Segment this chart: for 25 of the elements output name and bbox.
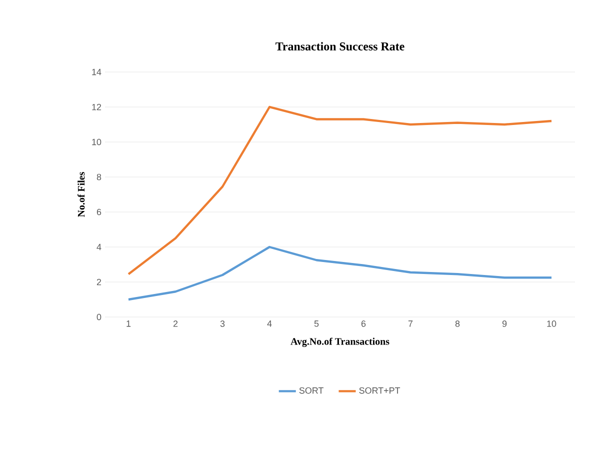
y-tick-label: 10 xyxy=(92,138,102,146)
x-tick-label: 4 xyxy=(267,320,272,327)
x-tick-label: 7 xyxy=(408,320,413,327)
x-tick-label: 1 xyxy=(126,320,131,327)
x-tick-label: 3 xyxy=(220,320,225,327)
x-tick-label: 5 xyxy=(314,320,319,327)
y-tick-label: 0 xyxy=(96,314,102,320)
y-tick-label: 8 xyxy=(96,174,102,180)
chart-title: Transaction Success Rate xyxy=(276,42,404,50)
y-tick-label: 12 xyxy=(92,104,102,110)
legend-label: SORT xyxy=(299,387,324,394)
x-tick-label: 2 xyxy=(173,320,178,327)
y-tick-label: 6 xyxy=(96,208,102,216)
y-tick-label: 14 xyxy=(92,68,102,76)
line-series xyxy=(127,106,553,276)
x-tick-label: 10 xyxy=(547,320,556,327)
y-axis-title: No.of Files xyxy=(78,172,85,217)
x-tick-label: 6 xyxy=(361,320,366,327)
legend-label: SORT+PT xyxy=(359,387,400,394)
x-tick-label: 9 xyxy=(502,320,507,327)
x-tick-label: 8 xyxy=(455,320,460,327)
y-tick-label: 2 xyxy=(96,278,102,286)
y-tick-label: 4 xyxy=(96,244,102,250)
line-series xyxy=(127,246,553,301)
x-axis-title: Avg.No.of Transactions xyxy=(290,338,390,347)
